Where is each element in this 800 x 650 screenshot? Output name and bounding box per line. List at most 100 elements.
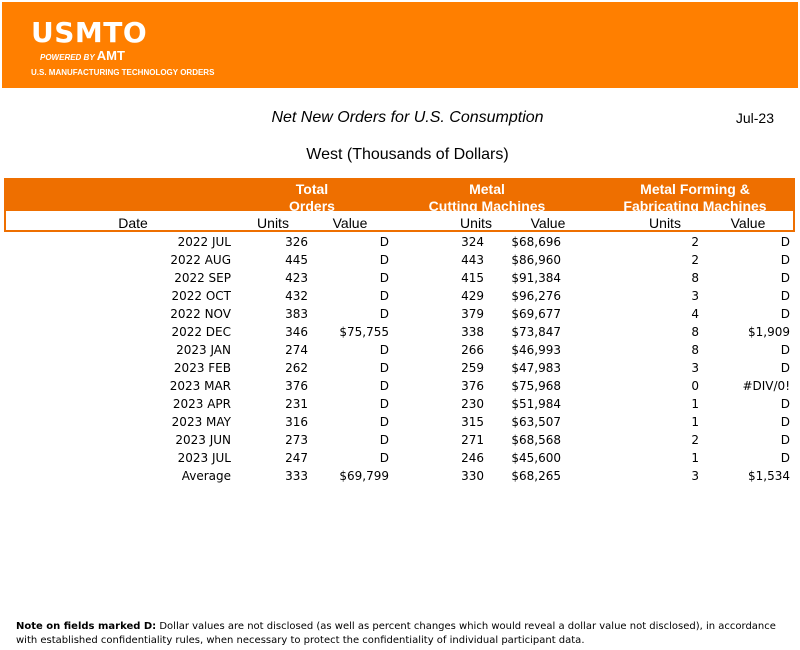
table-cell: D [780, 361, 790, 375]
table-cell: 415 [461, 271, 484, 285]
table-cell: $69,677 [511, 307, 561, 321]
amt-logo: AMT [96, 48, 125, 63]
table-cell: 230 [461, 397, 484, 411]
table-cell: 432 [285, 289, 308, 303]
table-cell: D [780, 397, 790, 411]
table-cell: D [379, 415, 389, 429]
table-cell: 2022 DEC [171, 325, 231, 339]
table-cell: 346 [285, 325, 308, 339]
table-cell: 376 [461, 379, 484, 393]
table-cell: 3 [691, 469, 699, 483]
table-cell: 338 [461, 325, 484, 339]
table-cell: $68,568 [511, 433, 561, 447]
table-cell: 315 [461, 415, 484, 429]
table-cell: 2022 NOV [170, 307, 231, 321]
table-cell: D [379, 361, 389, 375]
table-cell: 445 [285, 253, 308, 267]
column-header: Value [530, 215, 566, 231]
table-cell: $63,507 [511, 415, 561, 429]
table-cell: 271 [461, 433, 484, 447]
group-label: Total [295, 181, 329, 197]
table-cell: 1 [691, 451, 699, 465]
group-total-orders: Total Orders [212, 181, 412, 215]
table-cell: D [780, 289, 790, 303]
column-header: Units [649, 215, 681, 231]
tagline: U.S. MANUFACTURING TECHNOLOGY ORDERS [31, 68, 215, 77]
table-cell: D [379, 397, 389, 411]
table-cell: D [780, 343, 790, 357]
table-cell: D [379, 289, 389, 303]
report-date: Jul-23 [735, 110, 774, 126]
report-title: Net New Orders for U.S. Consumption [271, 109, 544, 126]
table-cell: 2023 APR [172, 397, 231, 411]
table-cell: D [379, 433, 389, 447]
group-label: Metal [469, 181, 505, 197]
column-header: Value [730, 215, 766, 231]
table-cell: $69,799 [339, 469, 389, 483]
footnote: Note on fields marked D: Dollar values a… [16, 620, 786, 648]
table-cell: D [379, 379, 389, 393]
table-cell: 379 [461, 307, 484, 321]
table-cell: D [780, 433, 790, 447]
table-cell: 266 [461, 343, 484, 357]
table-cell: 2023 MAY [171, 415, 231, 429]
table-cell: D [780, 451, 790, 465]
table-cell: 8 [691, 343, 699, 357]
table-cell: 2022 AUG [170, 253, 231, 267]
table-cell: D [379, 307, 389, 321]
table-cell: 316 [285, 415, 308, 429]
table-cell: D [780, 271, 790, 285]
table-cell: D [780, 235, 790, 249]
table-cell: $45,600 [511, 451, 561, 465]
table-cell: 429 [461, 289, 484, 303]
table-cell: D [379, 253, 389, 267]
column-header: Value [332, 215, 368, 231]
table-cell: 324 [461, 235, 484, 249]
powered-by: POWERED BY AMT [40, 48, 125, 63]
table-cell: $1,909 [748, 325, 790, 339]
table-cell: 0 [691, 379, 699, 393]
table-cell: $46,993 [511, 343, 561, 357]
table-cell: 1 [691, 397, 699, 411]
header-banner: USMTO POWERED BY AMT U.S. MANUFACTURING … [2, 2, 798, 88]
table-cell: 2023 MAR [169, 379, 231, 393]
table-cell: 246 [461, 451, 484, 465]
table-cell: 326 [285, 235, 308, 249]
table-cell: 4 [691, 307, 699, 321]
table-cell: D [780, 415, 790, 429]
table-cell: 273 [285, 433, 308, 447]
table-cell: 383 [285, 307, 308, 321]
table-cell: D [379, 343, 389, 357]
table-cell: 3 [691, 289, 699, 303]
column-header: Units [257, 215, 289, 231]
table-cell: 3 [691, 361, 699, 375]
table-cell: D [780, 253, 790, 267]
table-cell: 2023 JUL [177, 451, 231, 465]
table-cell: $68,265 [511, 469, 561, 483]
table-cell: #DIV/0! [742, 379, 790, 393]
table-cell: $51,984 [511, 397, 561, 411]
footnote-text: Dollar values are not disclosed (as well… [16, 621, 776, 646]
table-cell: 330 [461, 469, 484, 483]
table-cell: 2022 JUL [177, 235, 231, 249]
table-cell: $91,384 [511, 271, 561, 285]
table-cell: 2 [691, 253, 699, 267]
table-cell: 2022 OCT [171, 289, 231, 303]
table-cell: 231 [285, 397, 308, 411]
table-cell: 2022 SEP [174, 271, 231, 285]
table-cell: $73,847 [511, 325, 561, 339]
table-cell: 8 [691, 325, 699, 339]
table-cell: 2023 JUN [175, 433, 231, 447]
group-metal-forming: Metal Forming & Fabricating Machines [595, 181, 795, 215]
group-header-band [4, 178, 795, 212]
report-subtitle: West (Thousands of Dollars) [306, 146, 509, 163]
group-label: Cutting Machines [428, 198, 546, 214]
table-cell: 259 [461, 361, 484, 375]
table-cell: 2 [691, 433, 699, 447]
powered-by-label: POWERED BY [40, 53, 95, 62]
column-header: Units [460, 215, 492, 231]
table-cell: $96,276 [511, 289, 561, 303]
table-cell: 443 [461, 253, 484, 267]
table-cell: D [379, 235, 389, 249]
table-cell: $86,960 [511, 253, 561, 267]
